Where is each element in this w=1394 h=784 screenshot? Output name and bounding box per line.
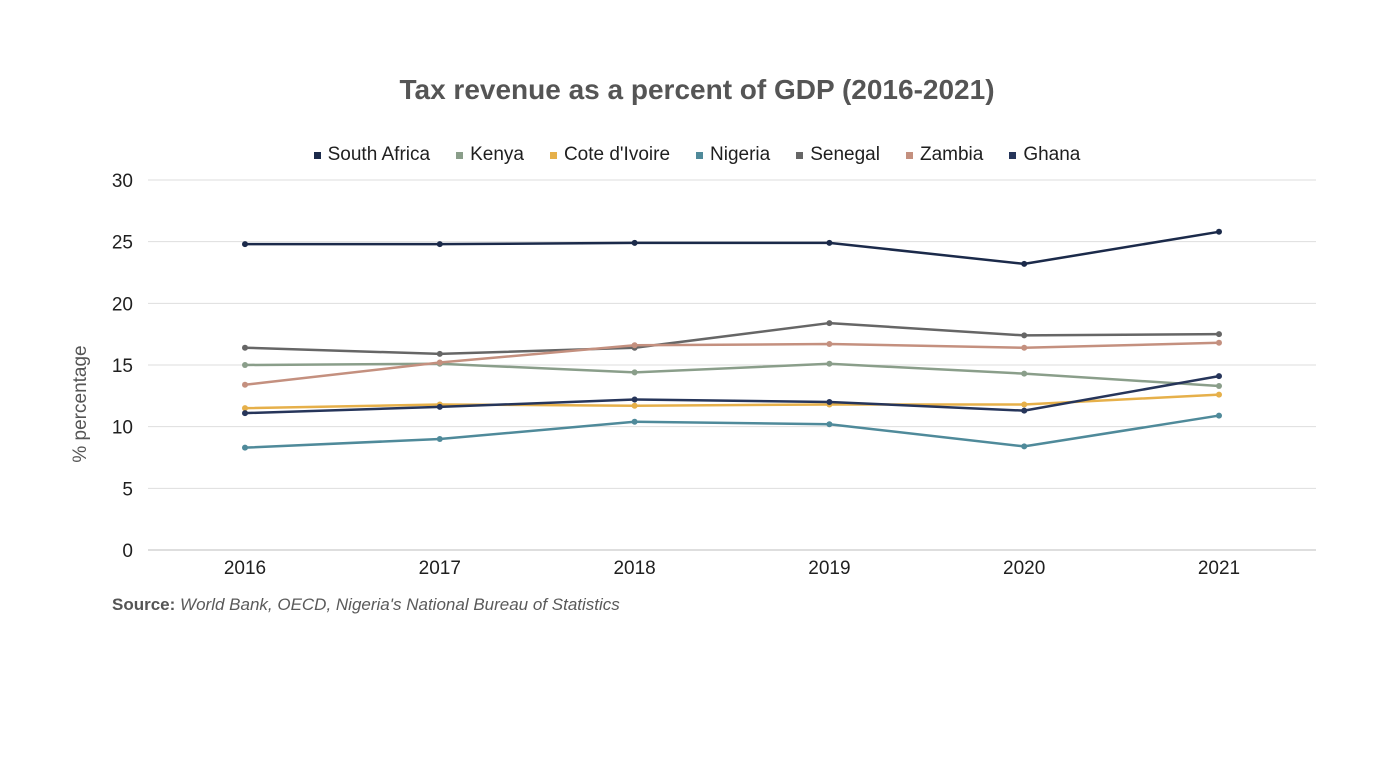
data-point [436, 436, 443, 442]
legend-swatch [796, 151, 804, 159]
data-point [631, 239, 638, 246]
data-point [436, 359, 443, 366]
data-point [826, 341, 833, 348]
data-point [1021, 407, 1028, 414]
legend-item: Kenya [456, 144, 524, 166]
data-point [242, 344, 248, 351]
legend-item: Cote d'Ivoire [549, 144, 671, 166]
y-tick-label: 30 [112, 171, 133, 192]
data-point [1216, 331, 1222, 338]
series-line [243, 414, 1221, 449]
data-point [242, 362, 248, 368]
x-tick-label: 2021 [1198, 558, 1240, 579]
data-point [826, 360, 833, 367]
legend-item: South Africa [313, 144, 431, 166]
legend-swatch [1009, 151, 1017, 159]
legend-item: Zambia [905, 144, 984, 166]
data-point [1216, 412, 1222, 419]
source-note: Source: World Bank, OECD, Nigeria's Nati… [112, 595, 620, 615]
y-tick-label: 20 [112, 294, 133, 315]
data-point [1021, 344, 1028, 351]
series-line [243, 230, 1221, 266]
data-point [1216, 228, 1222, 235]
y-tick-label: 25 [112, 233, 133, 254]
data-point [1216, 373, 1222, 380]
data-point [242, 444, 248, 451]
legend-swatch [549, 151, 557, 159]
legend-label: Nigeria [710, 144, 771, 165]
series-line [243, 374, 1221, 415]
data-point [826, 320, 833, 327]
x-tick-label: 2020 [1003, 558, 1045, 579]
data-point [436, 403, 443, 410]
y-tick-label: 10 [112, 418, 133, 439]
y-tick-label: 5 [122, 479, 133, 500]
series-line [243, 393, 1221, 410]
data-point [242, 410, 248, 417]
data-point [631, 418, 638, 425]
legend-swatch [456, 151, 464, 159]
data-point [826, 399, 833, 405]
data-point [242, 241, 248, 248]
chart-title: Tax revenue as a percent of GDP (2016-20… [399, 74, 995, 105]
data-point [1216, 382, 1222, 389]
data-point [826, 239, 833, 246]
x-tick-label: 2018 [613, 558, 655, 579]
data-point [436, 350, 443, 357]
legend-label: Zambia [919, 144, 984, 165]
data-point [631, 342, 638, 349]
legend-label: Kenya [470, 144, 524, 165]
data-point [1021, 370, 1028, 377]
x-tick-label: 2016 [224, 558, 266, 579]
legend-item: Nigeria [696, 144, 770, 166]
legend-swatch [313, 151, 321, 159]
data-point [1021, 332, 1028, 339]
data-point [631, 396, 638, 403]
data-point [631, 369, 638, 376]
y-tick-label: 0 [122, 541, 133, 562]
data-point [631, 402, 638, 409]
data-point [1021, 401, 1028, 408]
data-point [1021, 260, 1028, 267]
y-axis-label: % percentage [70, 345, 91, 462]
y-tick-label: 15 [112, 356, 133, 377]
series-line [243, 321, 1221, 356]
legend-item: Ghana [1009, 144, 1080, 166]
legend-swatch [905, 151, 913, 159]
series-line [243, 362, 1221, 388]
data-point [436, 241, 443, 248]
legend-swatch [696, 151, 704, 159]
data-point [1216, 339, 1222, 346]
series-line [243, 341, 1221, 386]
data-point [1216, 391, 1222, 398]
chart-legend: South Africa Kenya Cote d'Ivoire Nigeria Sen… [0, 144, 1394, 166]
x-tick-label: 2017 [419, 558, 461, 579]
legend-label: South Africa [327, 144, 431, 165]
source-text: World Bank, OECD, Nigeria's National Bur… [180, 595, 620, 614]
data-point [1021, 443, 1028, 450]
data-point [242, 405, 248, 412]
legend-label: Senegal [810, 144, 880, 165]
legend-label: Cote d'Ivoire [563, 144, 671, 165]
source-label: Source: [112, 595, 176, 614]
x-tick-label: 2019 [808, 558, 850, 579]
legend-label: Ghana [1023, 144, 1081, 165]
data-point [242, 381, 248, 388]
data-point [826, 421, 833, 428]
legend-item: Senegal [796, 144, 880, 166]
